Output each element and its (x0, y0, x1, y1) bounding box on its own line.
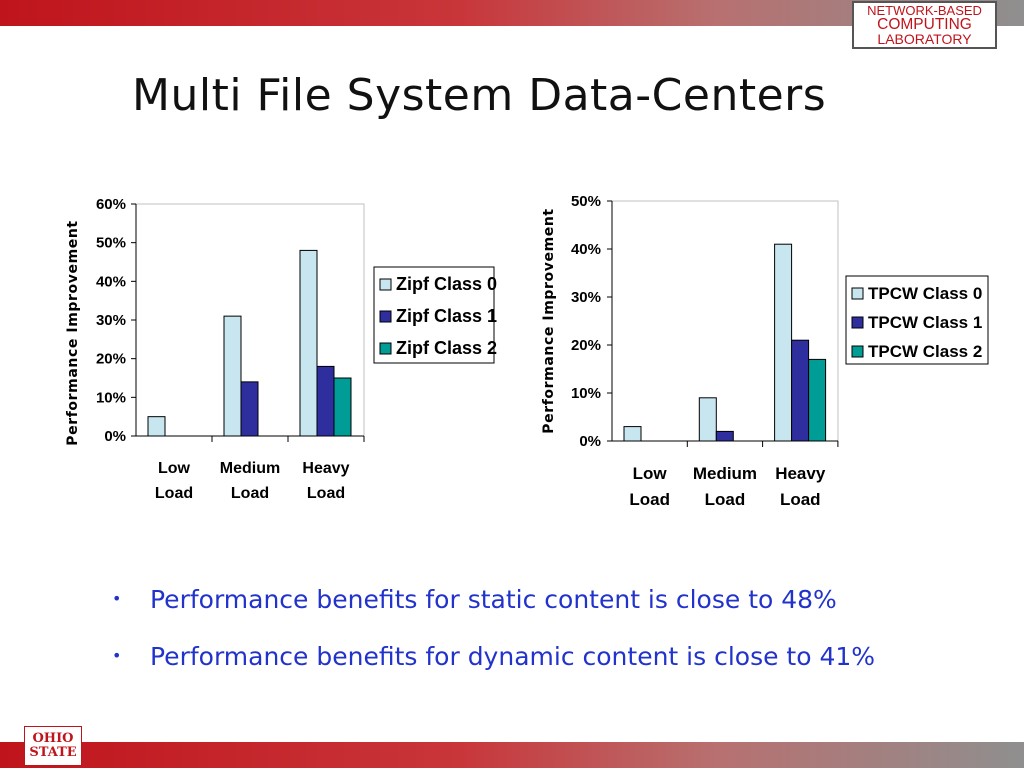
chart2-y-tick-label: 40% (571, 241, 601, 258)
chart2-bar-tpcw-class-0-medium-load (698, 397, 717, 442)
chart1-legend-box (373, 266, 495, 364)
chart2-bar-tpcw-class-1-medium-load (715, 430, 734, 442)
chart2-bar-tpcw-class-2-heavy-load (808, 358, 827, 442)
bullet-item-dynamic: • Performance benefits for dynamic conte… (112, 642, 875, 699)
chart1-y-tick-label: 20% (96, 351, 126, 368)
chart1-bar-zipf-class-1-medium-load (240, 381, 259, 437)
chart2-y-tick-label: 10% (571, 385, 601, 402)
chart1-bar-zipf-class-0-medium-load (223, 315, 242, 437)
chart1-legend-label: Zipf Class 2 (396, 338, 497, 358)
bullet-list: • Performance benefits for static conten… (112, 585, 875, 699)
chart1-bar-zipf-class-1-heavy-load (316, 365, 335, 437)
chart1-bar-zipf-class-2-heavy-load (333, 377, 352, 437)
chart1-legend-label: Zipf Class 0 (396, 274, 497, 294)
bottom-decorative-band (0, 742, 1024, 768)
chart2-category-label-line2: Load (705, 490, 746, 509)
chart2-category-label-line1: Heavy (775, 464, 826, 483)
charts-canvas: 0% 10% 20% 30% 40% 50% 60% Performance Improvem… (65, 193, 989, 509)
network-based-computing-lab-logo: NETWORK-BASED COMPUTING LABORATORY (852, 1, 997, 49)
chart1-y-tick-label: 30% (96, 312, 126, 329)
lab-logo-line2: COMPUTING (877, 16, 972, 33)
chart2-legend-box (845, 275, 989, 365)
ohio-state-logo: OHIO STATE (24, 726, 82, 766)
chart1-category-label-line2: Load (307, 485, 345, 502)
chart1-y-axis-label: Performance Improvement (65, 220, 81, 445)
bullet-marker: • (112, 646, 122, 665)
chart1-legend-swatch (379, 278, 392, 291)
chart2-category-label-line2: Load (629, 490, 670, 509)
chart2-legend-swatch (851, 287, 864, 300)
chart2-legend-swatch (851, 345, 864, 358)
ohio-logo-line2: STATE (29, 745, 77, 760)
chart2-bar-tpcw-class-0-heavy-load (774, 243, 793, 442)
chart2-bar-tpcw-class-0-low-load (623, 426, 642, 442)
chart1-bar-zipf-class-0-heavy-load (299, 249, 318, 437)
chart1-y-tick-label: 40% (96, 273, 126, 290)
chart2-legend-label: TPCW Class 2 (868, 342, 982, 361)
chart2-y-axis-label: Performance Improvement (541, 208, 557, 433)
chart2-y-tick-label: 30% (571, 289, 601, 306)
chart1-y-tick-label: 10% (96, 389, 126, 406)
chart2-y-tick-label: 20% (571, 337, 601, 354)
lab-logo-line3: LABORATORY (877, 31, 972, 47)
chart1-legend-swatch (379, 342, 392, 355)
chart1-y-tick-label: 0% (104, 428, 126, 445)
chart1-category-label-line1: Heavy (302, 460, 349, 477)
chart2-y-tick-label: 50% (571, 193, 601, 210)
lab-logo-line1: NETWORK-BASED (867, 3, 982, 18)
chart1-y-tick-label: 50% (96, 235, 126, 252)
chart2-bar-tpcw-class-1-heavy-load (791, 339, 810, 442)
chart2-legend-swatch (851, 316, 864, 329)
bullet-text-static: Performance benefits for static content … (150, 585, 837, 614)
bullet-marker: • (112, 589, 122, 608)
chart2-legend-label: TPCW Class 1 (868, 313, 982, 332)
chart2-y-tick-label: 0% (579, 433, 601, 450)
chart1-category-label-line2: Load (155, 485, 193, 502)
chart1-y-tick-label: 60% (96, 196, 126, 213)
bullet-text-dynamic: Performance benefits for dynamic content… (150, 642, 876, 671)
chart2-legend-label: TPCW Class 0 (868, 284, 982, 303)
chart2-category-label-line1: Medium (693, 464, 757, 483)
chart2-category-label-line1: Low (633, 464, 668, 483)
chart1-legend-label: Zipf Class 1 (396, 306, 497, 326)
bullet-item-static: • Performance benefits for static conten… (112, 585, 875, 642)
chart1-category-label-line2: Load (231, 485, 269, 502)
slide-title: Multi File System Data-Centers (132, 70, 827, 121)
chart1-bar-zipf-class-0-low-load (147, 416, 166, 437)
chart1-category-label-line1: Medium (220, 460, 280, 477)
ohio-logo-line1: OHIO (32, 731, 74, 746)
chart2-category-label-line2: Load (780, 490, 821, 509)
chart1-category-label-line1: Low (158, 460, 191, 477)
chart1-legend-swatch (379, 310, 392, 323)
